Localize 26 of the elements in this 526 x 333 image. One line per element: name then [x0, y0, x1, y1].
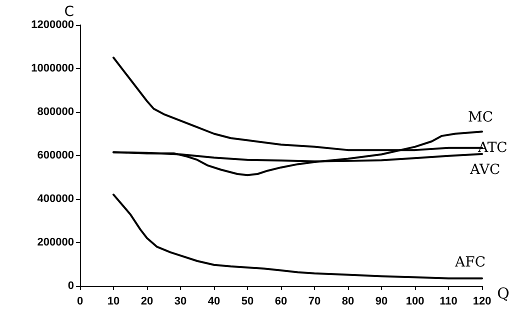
series-label: MC — [468, 110, 494, 126]
x-tick-label: 30 — [174, 296, 187, 308]
y-axis-title: C — [64, 4, 74, 20]
x-tick-label: 90 — [375, 296, 388, 308]
series-label: AFC — [454, 254, 486, 270]
x-tick-label: 10 — [107, 296, 120, 308]
series-label: ATC — [477, 140, 508, 156]
y-tick-label: 1200000 — [31, 19, 74, 31]
y-tick-label: 400000 — [37, 193, 74, 205]
y-tick-label: 600000 — [37, 150, 74, 162]
x-tick-label: 20 — [140, 296, 154, 308]
series-label: AVC — [469, 162, 500, 178]
x-axis-title: Q — [497, 284, 510, 302]
x-tick-label: 120 — [472, 296, 492, 308]
y-tick-label: 1000000 — [31, 62, 74, 74]
x-tick-label: 100 — [406, 296, 424, 308]
x-tick-label: 50 — [241, 296, 254, 308]
x-tick-label: 80 — [342, 296, 354, 308]
x-tick-label: 70 — [308, 296, 321, 308]
x-tick-label: 60 — [274, 296, 288, 308]
x-tick-label: 40 — [208, 296, 220, 308]
x-tick-label: 0 — [76, 296, 84, 308]
y-tick-label: 0 — [68, 280, 74, 292]
x-tick-label: 110 — [440, 296, 458, 308]
y-tick-label: 200000 — [37, 236, 74, 248]
y-tick-label: 800000 — [37, 106, 74, 118]
